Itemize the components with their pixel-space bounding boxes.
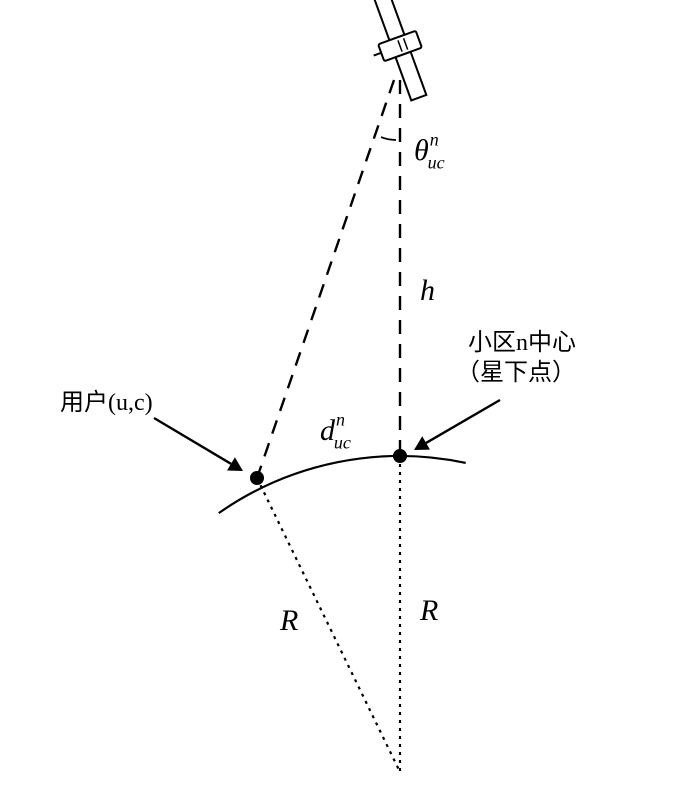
label-theta: θnuc xyxy=(414,130,445,173)
subsat-point xyxy=(393,449,407,463)
label-cell-line1: 小区n中心 xyxy=(468,329,576,356)
label-cell-line2: （星下点） xyxy=(456,359,576,386)
line-user-to-center xyxy=(257,478,400,772)
satellite-icon xyxy=(355,0,438,107)
arrow-cell-shaft xyxy=(426,400,500,443)
label-h: h xyxy=(420,274,435,307)
arrow-user-shaft xyxy=(154,418,231,464)
label-d: dnuc xyxy=(320,410,351,453)
label-R-right: R xyxy=(419,594,438,627)
user-point xyxy=(250,471,264,485)
angle-arc xyxy=(381,137,396,140)
label-R-left: R xyxy=(279,604,298,637)
label-user: 用户(u,c) xyxy=(60,389,153,416)
